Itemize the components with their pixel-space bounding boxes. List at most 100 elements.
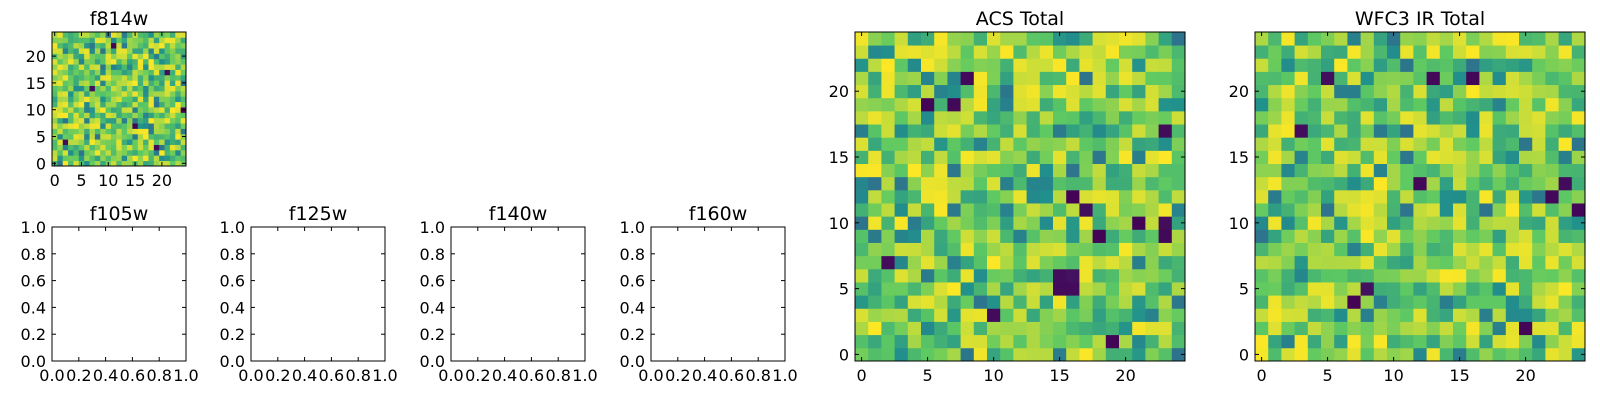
- acs-total-cell: [907, 334, 922, 349]
- wfc3-ir-total-cell: [1255, 32, 1269, 46]
- acs-total-cell: [1066, 216, 1080, 230]
- f814w-cell: [57, 101, 64, 108]
- wfc3-ir-total-cell: [1426, 84, 1441, 99]
- f814w-cell: [94, 74, 101, 81]
- f814w-cell: [73, 69, 80, 76]
- wfc3-ir-total-cell: [1400, 32, 1414, 46]
- wfc3-ir-total-cell: [1400, 97, 1414, 112]
- wfc3-ir-total-cell: [1307, 124, 1322, 138]
- f814w-cell: [121, 96, 128, 103]
- wfc3-ir-total-cell: [1387, 176, 1401, 191]
- wfc3-ir-total-cell: [1492, 268, 1507, 283]
- acs-total-cell: [934, 255, 948, 270]
- acs-total-cell: [868, 308, 882, 322]
- f814w-cell: [52, 139, 58, 145]
- acs-total-cell: [1026, 137, 1041, 151]
- f814w-cell: [143, 155, 149, 162]
- f814w-cell: [121, 139, 128, 145]
- wfc3-ir-total-cell: [1558, 255, 1573, 270]
- f814w-cell: [57, 117, 64, 124]
- wfc3-ir-total-cell: [1558, 268, 1573, 283]
- f814w-cell: [137, 58, 144, 65]
- wfc3-ir-total-cell: [1545, 163, 1559, 178]
- f814w-cell: [84, 107, 90, 113]
- acs-total-cell: [1105, 203, 1120, 217]
- wfc3-ir-total-cell: [1347, 282, 1361, 296]
- wfc3-ir-total-cell: [1413, 255, 1427, 270]
- f814w-cell: [52, 48, 58, 54]
- wfc3-ir-total-cell: [1453, 216, 1467, 230]
- wfc3-ir-total-cell: [1558, 189, 1573, 204]
- acs-total-cell: [881, 321, 895, 336]
- wfc3-ir-total-cell: [1255, 268, 1269, 283]
- wfc3-ir-total-cell: [1268, 308, 1282, 322]
- acs-total-cell: [1066, 295, 1080, 309]
- f814w-cell: [62, 32, 69, 38]
- acs-total-cell: [1092, 216, 1107, 230]
- wfc3-ir-total-cell: [1321, 189, 1335, 204]
- wfc3-ir-total-cell: [1505, 71, 1520, 86]
- acs-total-cell: [1119, 71, 1133, 86]
- acs-total-cell: [947, 229, 961, 243]
- f814w-cell: [132, 85, 139, 92]
- f814w-cell: [180, 90, 187, 97]
- wfc3-ir-total-cell: [1334, 163, 1348, 178]
- acs-total-cell: [1000, 124, 1014, 138]
- f814w-cell: [143, 107, 149, 113]
- acs-total-cell: [1039, 334, 1054, 349]
- acs-total-ytick-label: 0: [839, 345, 849, 364]
- wfc3-ir-total-cell: [1294, 150, 1309, 164]
- acs-total-cell: [1066, 84, 1080, 99]
- wfc3-ir-total-cell: [1519, 282, 1533, 296]
- f814w-cell: [94, 37, 101, 44]
- acs-total-cell: [987, 71, 1001, 86]
- f814w-cell: [84, 58, 90, 65]
- wfc3-ir-total-cell: [1387, 282, 1401, 296]
- wfc3-ir-total-cell: [1281, 97, 1295, 112]
- wfc3-ir-total-cell: [1519, 176, 1533, 191]
- wfc3-ir-total-cell: [1268, 334, 1282, 349]
- wfc3-ir-total-xtick-label: 5: [1323, 366, 1333, 385]
- f814w-cell: [137, 139, 144, 145]
- acs-total-ytick-label: 5: [839, 280, 849, 299]
- acs-total-cell: [987, 321, 1001, 336]
- wfc3-ir-total-cell: [1255, 242, 1269, 257]
- acs-total-cell: [987, 110, 1001, 125]
- f814w-cell: [121, 155, 128, 162]
- wfc3-ir-total-cell: [1255, 347, 1269, 362]
- acs-total-cell: [1105, 97, 1120, 112]
- acs-total-cell: [1053, 268, 1067, 283]
- acs-total-cell: [1105, 163, 1120, 178]
- acs-total-cell: [907, 97, 922, 112]
- wfc3-ir-total-cell: [1439, 347, 1454, 362]
- acs-total-cell: [1105, 308, 1120, 322]
- wfc3-ir-total-cell: [1281, 150, 1295, 164]
- f814w-cell: [148, 160, 155, 167]
- f814w-cell: [143, 160, 149, 167]
- wfc3-ir-total-cell: [1558, 32, 1573, 46]
- wfc3-ir-total-cell: [1519, 150, 1533, 164]
- wfc3-ir-total-cell: [1307, 216, 1322, 230]
- acs-total-cell: [1105, 282, 1120, 296]
- acs-total-cell: [1013, 176, 1027, 191]
- f814w-cell: [148, 69, 155, 76]
- wfc3-ir-total-cell: [1400, 216, 1414, 230]
- acs-total-cell: [1026, 84, 1041, 99]
- f814w-cell: [57, 80, 64, 86]
- f814w-cell: [164, 69, 171, 76]
- f814w-cell: [68, 58, 74, 65]
- f125w-xtick-label: 0.2: [265, 366, 290, 385]
- f814w-cell: [68, 112, 74, 119]
- acs-total-xtick-label: 20: [1115, 366, 1135, 385]
- acs-total-cell: [1053, 229, 1067, 243]
- acs-total-cell: [1066, 334, 1080, 349]
- wfc3-ir-total-cell: [1479, 58, 1493, 72]
- wfc3-ir-total-cell: [1268, 84, 1282, 99]
- f814w-cell: [100, 69, 106, 76]
- acs-total-cell: [960, 229, 975, 243]
- wfc3-ir-total-cell: [1492, 308, 1507, 322]
- acs-total-cell: [881, 137, 895, 151]
- wfc3-ir-total-cell: [1492, 229, 1507, 243]
- wfc3-ir-total-cell: [1558, 45, 1573, 59]
- acs-total-cell: [1119, 203, 1133, 217]
